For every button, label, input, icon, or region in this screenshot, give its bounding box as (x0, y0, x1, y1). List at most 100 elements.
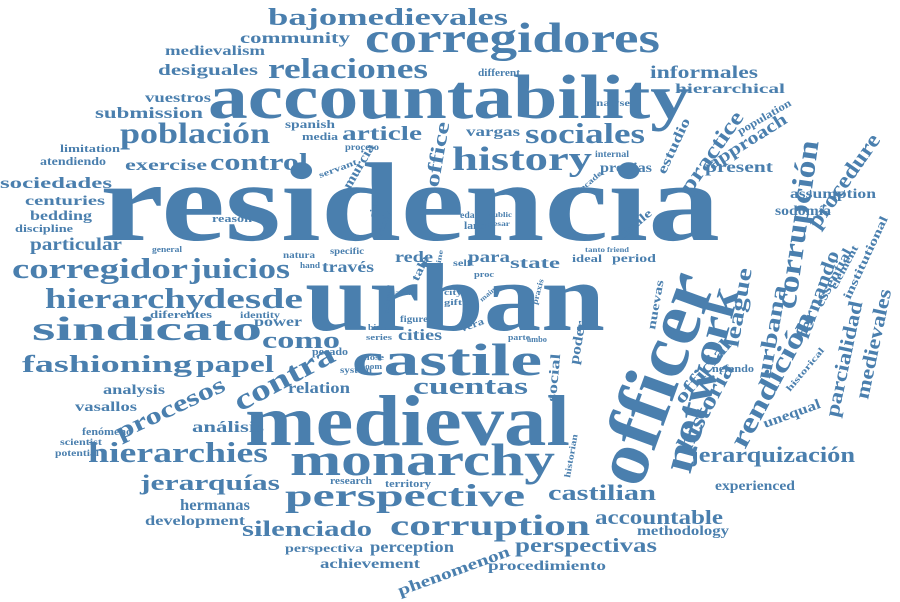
word-power: power (254, 315, 302, 330)
word-parte: parte (508, 333, 531, 342)
word-tanto: tanto (585, 246, 606, 254)
word-self: self (453, 258, 472, 268)
word-social: social (545, 353, 564, 402)
word-hierarchy: hierarchy (45, 284, 205, 315)
word-sindicato: sindicato (32, 311, 262, 348)
word-experienced: experienced (715, 479, 795, 494)
word-relation: relation (288, 380, 350, 397)
word-media: media (302, 132, 338, 143)
word-sociedades: sociedades (0, 175, 112, 192)
word-fashioning: fashioning (22, 352, 192, 378)
word-ideal: ideal (572, 254, 602, 265)
word-juicios: juicios (189, 254, 290, 285)
word-assumption: assumption (790, 187, 876, 202)
word-informales: informales (650, 62, 758, 82)
word-public: public (488, 211, 512, 219)
word-propias: propias (600, 161, 653, 176)
word-methodology: methodology (637, 524, 729, 539)
word-specific: specific (330, 246, 364, 256)
word-identity: identity (240, 310, 281, 320)
word-sociales: sociales (525, 119, 645, 150)
word-state: state (510, 255, 560, 272)
word-analysis: analysis (103, 383, 166, 398)
word-edad: edad (460, 210, 480, 220)
word-traves: través (322, 259, 374, 276)
word-centuries: centuries (25, 194, 106, 209)
word-cities: cities (398, 327, 442, 344)
word-system: system (340, 365, 373, 375)
word-perception: perception (370, 539, 454, 556)
word-article: article (342, 123, 422, 145)
word-analisis: análisis (192, 419, 264, 436)
word-proc: proc (474, 270, 495, 279)
word-exercise: exercise (125, 157, 207, 174)
word-desiguales: desiguales (158, 62, 258, 79)
word-procedimiento: procedimiento (488, 559, 606, 574)
word-sister: sister (367, 189, 382, 218)
word-atendiendo: atendiendo (40, 154, 106, 168)
word-perspectivas: perspectivas (515, 535, 657, 557)
word-corregidores: corregidores (365, 16, 660, 62)
word-hierarchical: hierarchical (675, 82, 785, 97)
word-sodomia: sodomía (775, 204, 831, 219)
word-vasallos: vasallos (75, 400, 138, 415)
word-vuestros: vuestros (145, 91, 212, 106)
word-bedding: bedding (30, 209, 92, 224)
word-territory: territory (385, 479, 431, 490)
word-bajomedievales: bajomedievales (268, 5, 508, 31)
word-period: period (612, 251, 656, 265)
word-particular: particular (30, 234, 122, 254)
word-accountable: accountable (595, 507, 723, 529)
word-series: series (366, 333, 392, 342)
word-ambo: ambo (527, 335, 547, 344)
word-papel: papel (196, 352, 274, 378)
word-hierarchies: hierarchies (88, 438, 268, 469)
word-cine: cine (434, 249, 445, 268)
word-limitation: limitation (60, 143, 120, 155)
word-boom: boom (360, 362, 382, 371)
word-hand: hand (300, 261, 321, 270)
word-accountability: accountability (208, 64, 690, 132)
word-pesar: pesar (488, 220, 510, 228)
word-analyse: analyse (590, 98, 630, 108)
word-castilian: castilian (548, 480, 656, 505)
word-perspectiva: perspectiva (285, 541, 363, 555)
word-history: history (452, 141, 592, 178)
word-castile: castile (352, 334, 542, 385)
word-corregidor: corregidor (12, 254, 188, 285)
word-different: different (478, 68, 521, 79)
word-vargas: vargas (466, 125, 521, 140)
word-cuentas: cuentas (413, 374, 528, 400)
word-medieval: medieval (245, 381, 570, 461)
word-perspective: perspective (285, 477, 525, 513)
word-medievalism: medievalism (165, 44, 265, 59)
word-bien: bien (368, 323, 387, 332)
word-potential: potential (55, 448, 100, 458)
word-nefando: nefando (712, 364, 754, 375)
word-submission: submission (95, 105, 203, 122)
word-research: research (330, 476, 372, 487)
word-jerarquias: jerarquías (139, 470, 281, 495)
word-internal: internal (595, 149, 630, 159)
word-silenciado: silenciado (242, 516, 372, 541)
word-diferentes: diferentes (150, 309, 213, 321)
word-poblacion: población (120, 117, 270, 150)
word-league: league (718, 265, 757, 348)
word-city: city (444, 288, 462, 297)
word-fenomeno: fenómeno (82, 426, 133, 438)
word-como: como (262, 328, 340, 354)
word-friend: friend (607, 246, 629, 254)
word-close: close (362, 353, 385, 362)
word-reason: reason (212, 213, 252, 225)
word-natura: natura (283, 250, 316, 260)
word-rede: rede (395, 249, 433, 266)
word-pecado: pecado (312, 347, 348, 358)
word-present: present (705, 159, 774, 176)
word-residencia: residencia (100, 141, 720, 265)
word-figure: figure (400, 314, 428, 324)
word-spanish: spanish (285, 117, 335, 131)
word-area: area (395, 289, 414, 297)
word-relaciones: relaciones (268, 54, 428, 85)
word-community: community (240, 30, 350, 47)
